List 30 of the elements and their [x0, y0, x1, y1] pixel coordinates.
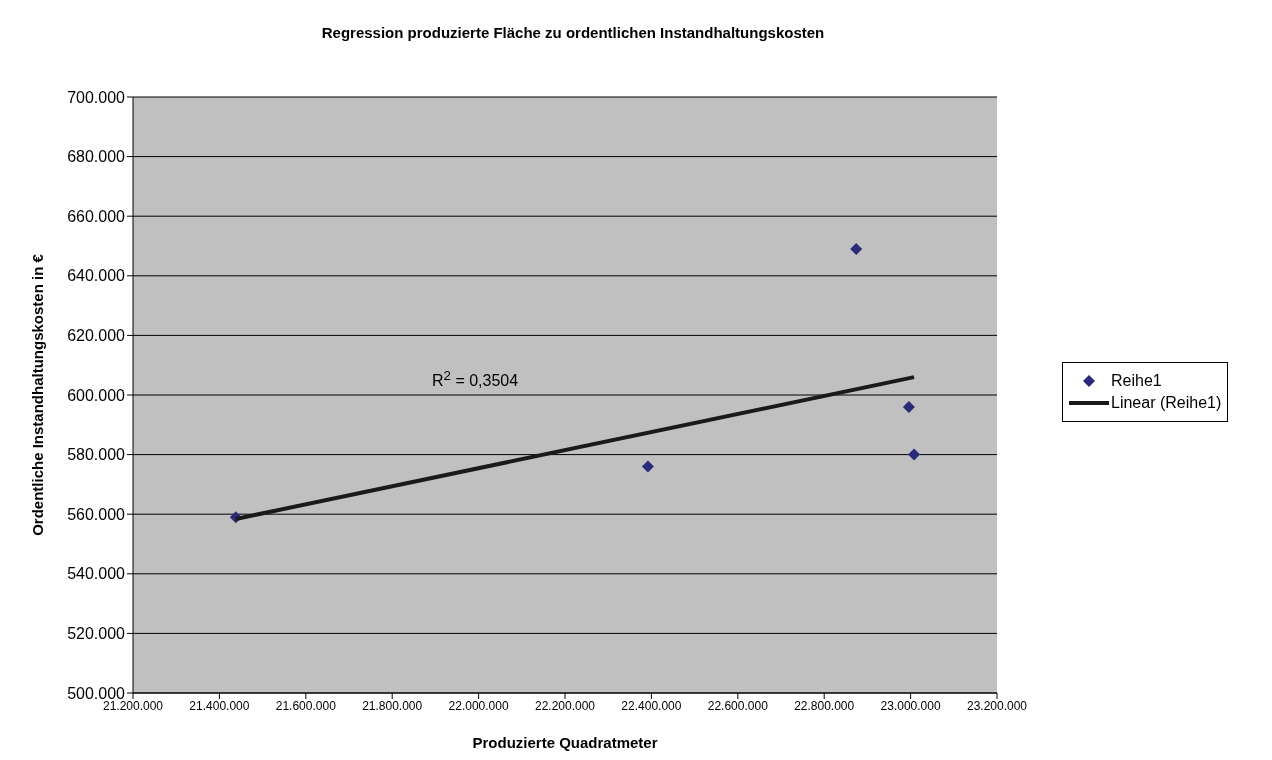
y-tick-label: 540.000: [67, 565, 126, 583]
y-tick-label: 660.000: [67, 207, 126, 225]
x-tick-label: 22.400.000: [621, 698, 682, 713]
x-tick-label: 23.200.000: [966, 698, 1028, 713]
x-tick-label: 21.600.000: [275, 698, 337, 713]
x-tick-label: 21.400.000: [189, 698, 250, 713]
chart-title: Regression produzierte Fläche zu ordentlichen Instandhaltungskosten: [320, 24, 826, 41]
y-tick-label: 560.000: [67, 505, 126, 523]
point: [641, 460, 654, 473]
y-axis-title: Ordentliche Instandhaltungskosten in €: [29, 253, 47, 536]
y-tick-label: 600.000: [67, 386, 126, 404]
x-tick-label: 22.000.000: [448, 698, 509, 713]
point: [902, 400, 915, 413]
x-tick-label: 22.200.000: [534, 698, 596, 713]
annotation: R$^{2}$ = 0,3504: [432, 368, 519, 391]
y-tick-label: 520.000: [67, 625, 126, 643]
x-tick-label: 22.800.000: [794, 698, 855, 713]
legend-label: Linear (Reihe1): [1111, 394, 1222, 412]
y-tick-label: 640.000: [67, 267, 126, 285]
legend-label: Reihe1: [1111, 372, 1162, 390]
y-tick-label: 680.000: [67, 148, 126, 166]
point: [850, 242, 863, 255]
y-tick-label: 580.000: [67, 446, 126, 464]
x-axis-title: Produzierte Quadratmeter: [472, 734, 658, 751]
y-tick-label: 620.000: [67, 327, 126, 345]
x-tick-label: 21.800.000: [362, 698, 423, 713]
x-tick-label: 23.000.000: [880, 698, 941, 713]
y-tick-label: 700.000: [67, 88, 126, 106]
point: [908, 448, 921, 461]
x-tick-label: 22.600.000: [707, 698, 769, 713]
